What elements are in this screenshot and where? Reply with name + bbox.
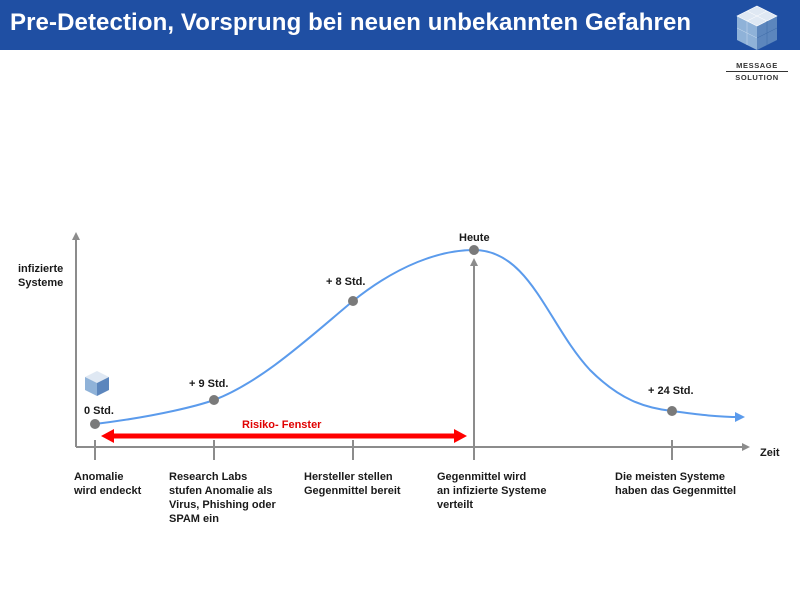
- point-label-8-std: + 8 Std.: [326, 276, 366, 288]
- infection-curve: [94, 248, 745, 425]
- point-9-std: [209, 395, 219, 405]
- point-0-std: [90, 419, 100, 429]
- point-24-std: [667, 406, 677, 416]
- title-bar: Pre-Detection, Vorsprung bei neuen unbek…: [0, 0, 800, 50]
- milestone-label-5: Die meisten Systeme haben das Gegenmitte…: [615, 470, 736, 498]
- milestone-label-3: Hersteller stellen Gegenmittel bereit: [304, 470, 401, 498]
- point-8-std: [348, 296, 358, 306]
- milestone-3-line-1: Hersteller stellen: [304, 471, 393, 483]
- point-label-heute: Heute: [459, 232, 490, 244]
- milestone-5-line-1: Die meisten Systeme: [615, 471, 726, 483]
- x-axis-label: Zeit: [760, 447, 780, 459]
- milestone-label-1: Anomalie wird endeckt: [74, 470, 141, 498]
- point-label-24-std: + 24 Std.: [648, 385, 694, 397]
- cube-logo-icon: [736, 5, 778, 50]
- point-heute: [469, 245, 479, 255]
- logo-line-1: Message: [736, 61, 778, 70]
- risk-window-arrow: [101, 429, 467, 443]
- milestone-2-line-1: Research Labs: [169, 471, 248, 483]
- y-axis-label-text: infizierte Systeme: [18, 263, 64, 289]
- page-title: Pre-Detection, Vorsprung bei neuen unbek…: [10, 9, 692, 36]
- milestone-2-line-3: Virus, Phishing oder: [169, 499, 276, 511]
- risk-window-label: Risiko- Fenster: [242, 419, 322, 431]
- milestone-1-line-1: Anomalie: [74, 471, 124, 483]
- milestone-2-line-4: SPAM ein: [169, 513, 219, 525]
- milestone-3-line-2: Gegenmittel bereit: [304, 485, 401, 497]
- point-label-9-std: + 9 Std.: [189, 378, 229, 390]
- milestone-4-line-1: Gegenmittel wird: [437, 471, 527, 483]
- milestone-4-line-2: an infizierte Systeme: [437, 485, 547, 497]
- company-logo-text: Message Solution: [722, 61, 792, 82]
- small-cube-icon: [85, 371, 109, 396]
- milestone-4-line-3: verteilt: [437, 499, 474, 511]
- logo-line-2: Solution: [735, 73, 779, 82]
- milestone-2-line-2: stufen Anomalie als: [169, 485, 273, 497]
- milestone-5-line-2: haben das Gegenmittel: [615, 485, 737, 497]
- milestone-1-line-2: wird endeckt: [74, 485, 142, 497]
- milestone-label-4: Gegenmittel wird an infizierte Systeme v…: [437, 470, 546, 512]
- milestone-label-2: Research Labs stufen Anomalie als Virus,…: [169, 470, 276, 526]
- point-label-0-std: 0 Std.: [84, 405, 114, 417]
- y-axis-label: infizierte Systeme: [18, 262, 78, 290]
